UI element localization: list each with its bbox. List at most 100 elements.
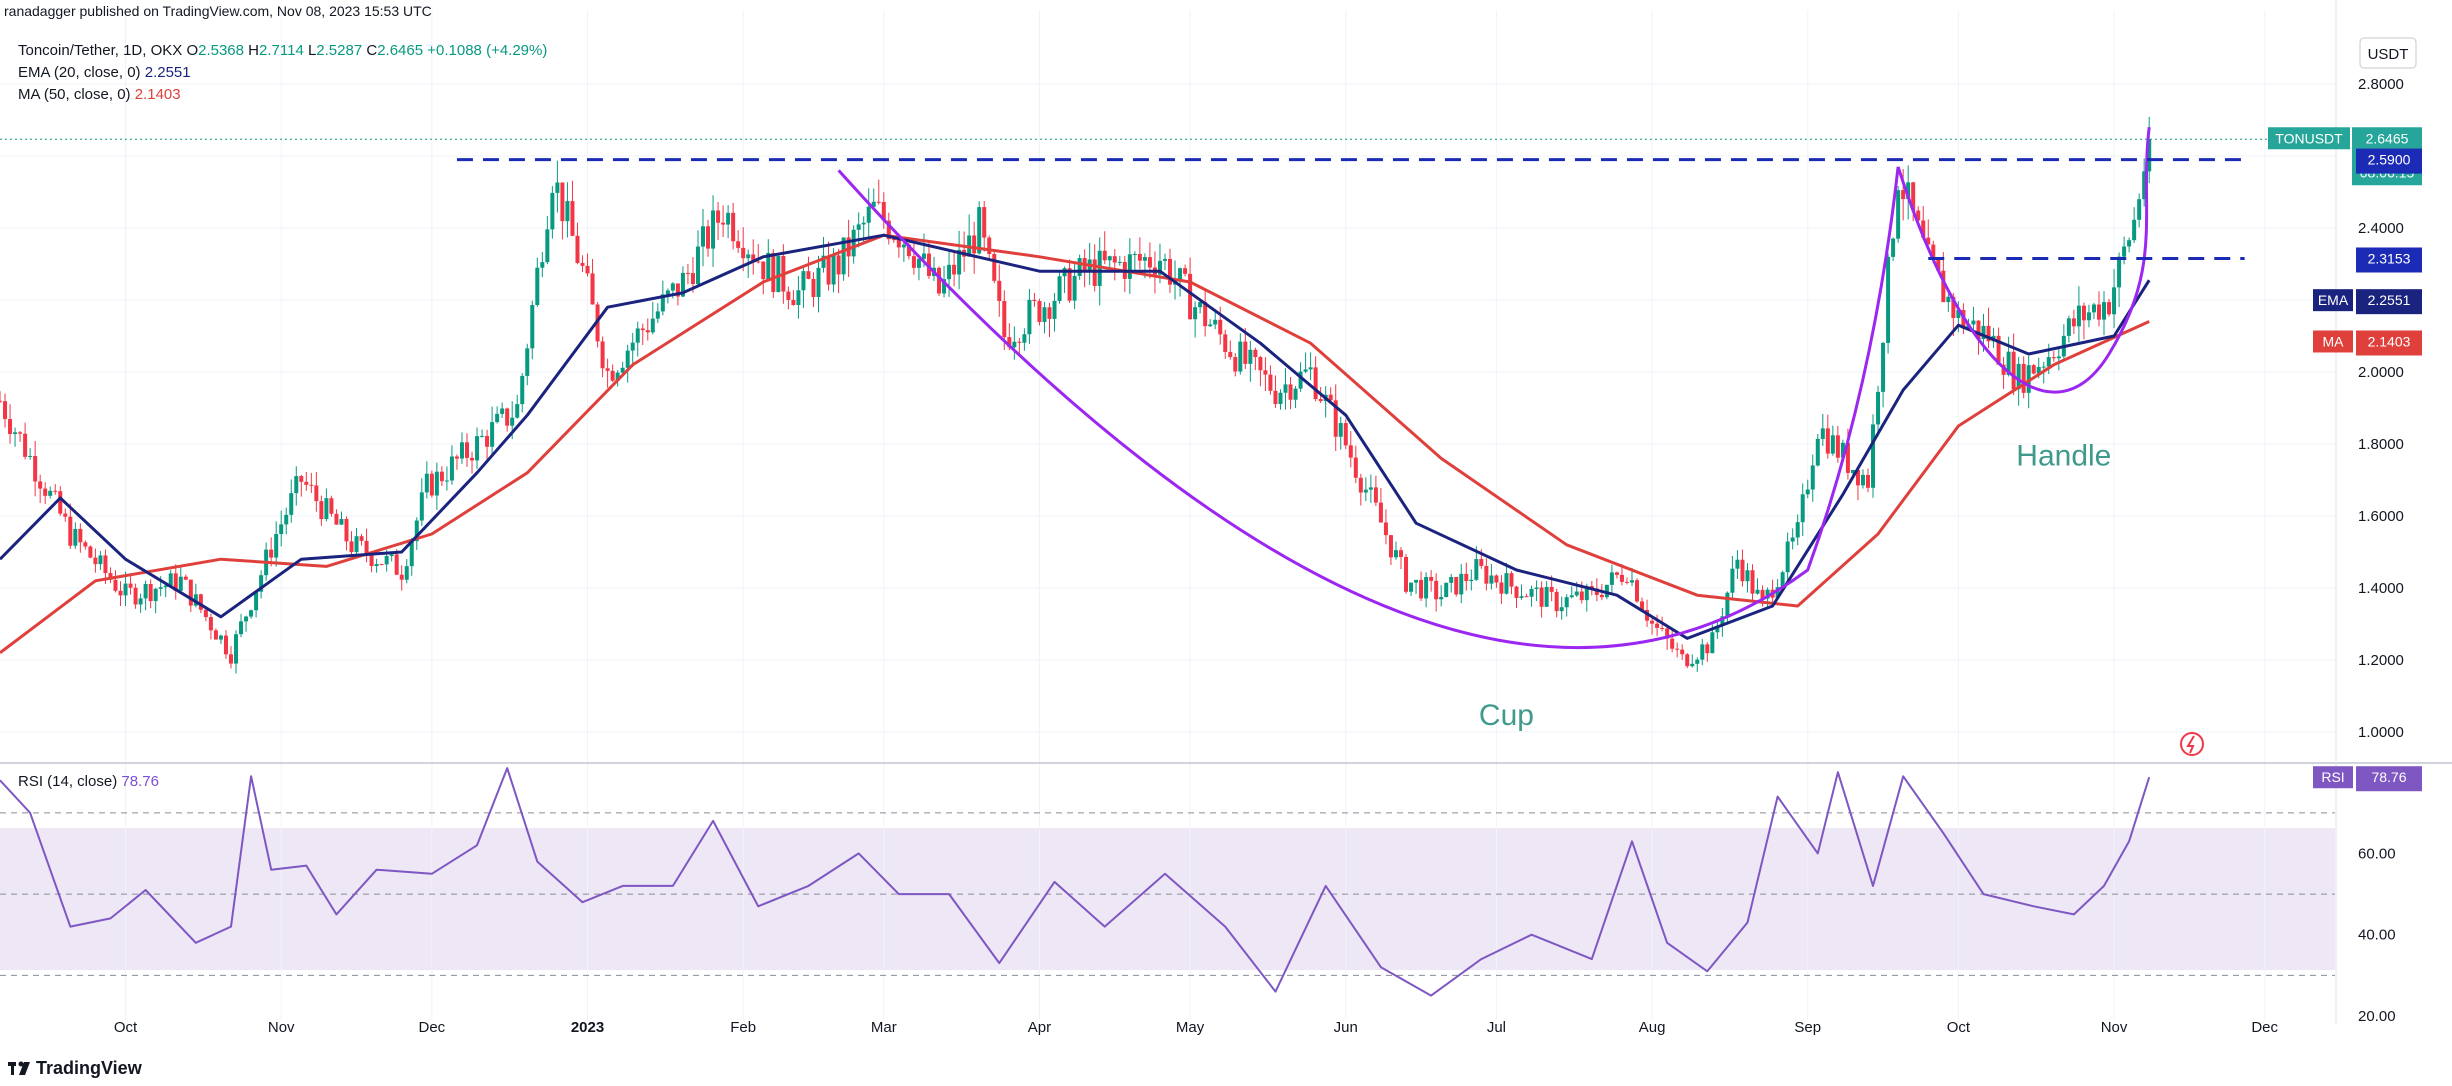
- candle-body: [2132, 219, 2137, 241]
- currency-button[interactable]: USDT: [2359, 37, 2417, 69]
- candle-body: [228, 654, 233, 664]
- candle-body: [2066, 318, 2071, 336]
- candle-body: [2147, 139, 2152, 172]
- candle-body: [173, 573, 178, 591]
- candle-body: [2091, 304, 2096, 313]
- symbol-tag: [2268, 127, 2350, 150]
- candle-body: [1258, 357, 1263, 371]
- candle-body: [475, 436, 480, 461]
- candle-body: [615, 372, 620, 381]
- level-high-badge[interactable]: 2.5900: [2356, 148, 2422, 174]
- ema-badge[interactable]: EMA 2.2551: [2313, 289, 2422, 315]
- candle-body: [761, 261, 766, 280]
- candle-body: [148, 584, 153, 602]
- rsi-badge-text: 78.76: [2371, 769, 2406, 785]
- ma-legend-label: MA (50, close, 0): [18, 86, 131, 103]
- rsi-tick-label: 20.00: [2358, 1008, 2396, 1025]
- ohlc-low: 2.5287: [316, 42, 363, 59]
- rsi-badge[interactable]: RSI 78.76: [2313, 766, 2422, 792]
- ema-legend[interactable]: EMA (20, close, 0) 2.2551: [18, 64, 191, 81]
- candle-body: [1479, 559, 1484, 566]
- candle-body: [203, 609, 208, 618]
- candle-body: [1193, 307, 1198, 320]
- candle-body: [942, 279, 947, 294]
- candle-body: [394, 554, 399, 575]
- candle-body: [1328, 394, 1333, 401]
- candle-body: [1760, 589, 1765, 599]
- candle-body: [1554, 591, 1559, 612]
- svg-text:USDT: USDT: [2368, 46, 2409, 63]
- candle-body: [279, 524, 284, 535]
- candle-body: [1891, 238, 1896, 257]
- candle-body: [711, 210, 716, 249]
- ma-50-line: [0, 233, 2150, 654]
- ma-legend[interactable]: MA (50, close, 0) 2.1403: [18, 86, 181, 103]
- candle-body: [1368, 487, 1373, 490]
- candle-body: [1499, 582, 1504, 594]
- alert-icon[interactable]: [2180, 732, 2204, 756]
- candle-body: [1855, 469, 1860, 486]
- ma-badge-text: 2.1403: [2368, 333, 2411, 349]
- cup-curve: [837, 166, 1900, 649]
- candle-body: [73, 528, 78, 546]
- candle-body: [766, 252, 771, 280]
- candle-body: [2021, 363, 2026, 393]
- candle-body: [1127, 254, 1132, 279]
- candle-body: [851, 229, 856, 257]
- rsi-tick-label: 60.00: [2358, 845, 2396, 862]
- candle-body: [334, 513, 339, 525]
- ma-badge[interactable]: MA 2.1403: [2313, 330, 2422, 356]
- candle-body: [58, 491, 63, 514]
- candle-body: [399, 574, 404, 580]
- candle-body: [1318, 399, 1323, 402]
- candle-body: [977, 207, 982, 254]
- candle-body: [1273, 390, 1278, 404]
- candle-body: [1594, 588, 1599, 595]
- candle-body: [580, 262, 585, 266]
- candle-body: [329, 498, 334, 514]
- candle-body: [916, 258, 921, 268]
- candle-body: [1996, 335, 2001, 365]
- time-tick-label: Jul: [1487, 1019, 1506, 1036]
- candle-body: [1278, 392, 1283, 404]
- candle-body: [1042, 307, 1047, 322]
- candle-body: [1685, 654, 1690, 667]
- candle-body: [1755, 589, 1760, 594]
- candle-body: [831, 255, 836, 285]
- candle-body: [1112, 256, 1117, 263]
- candle-body: [1820, 428, 1825, 439]
- level-mid-badge[interactable]: 2.3153: [2356, 247, 2422, 273]
- time-tick-label: Sep: [1794, 1019, 1821, 1036]
- candle-body: [1183, 268, 1188, 274]
- candle-body: [103, 555, 108, 574]
- rsi-legend[interactable]: RSI (14, close) 78.76: [18, 773, 159, 790]
- candle-body: [28, 455, 33, 457]
- candle-body: [48, 490, 53, 496]
- candle-body: [1921, 220, 1926, 238]
- time-tick-label: Oct: [114, 1019, 138, 1036]
- candle-body: [183, 576, 188, 580]
- candle-body: [1901, 190, 1906, 200]
- candle-body: [1137, 254, 1142, 261]
- candle-body: [1057, 276, 1062, 301]
- candle-body: [1238, 341, 1243, 372]
- candle-body: [876, 201, 881, 203]
- candle-body: [1047, 307, 1052, 319]
- candle-body: [721, 222, 726, 225]
- candle-body: [1459, 573, 1464, 595]
- candle-body: [1198, 302, 1203, 308]
- candle-body: [610, 370, 615, 381]
- candle-body: [470, 457, 475, 461]
- candle-body: [1404, 556, 1409, 592]
- candle-body: [1313, 367, 1318, 400]
- candle-body: [1067, 268, 1072, 301]
- tradingview-brand[interactable]: TradingView: [36, 1058, 142, 1078]
- candle-body: [1640, 601, 1645, 610]
- candle-body: [1619, 574, 1624, 582]
- candle-body: [68, 516, 73, 546]
- candle-body: [1665, 628, 1670, 639]
- candle-body: [1383, 522, 1388, 536]
- candle-body: [1931, 244, 1936, 260]
